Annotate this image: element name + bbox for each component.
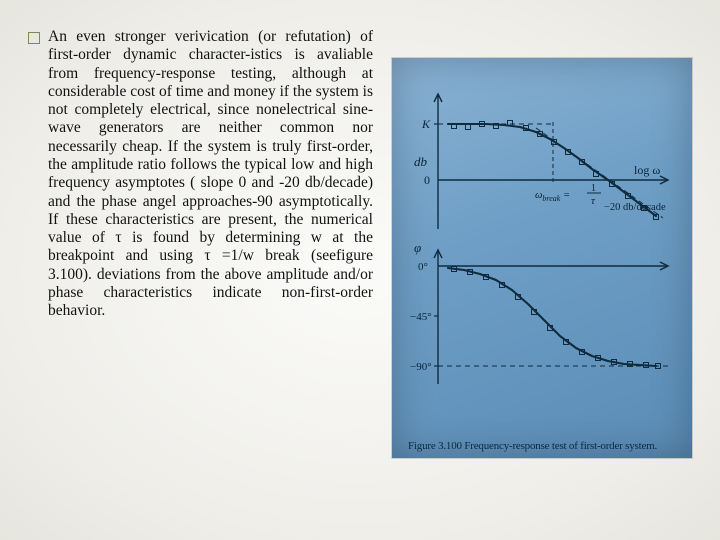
bullet-square-icon	[28, 32, 40, 44]
figure-canvas: db 0 Klog ω ωbreak = 1τ −20 db/decade φ 0° −45…	[408, 78, 678, 410]
svg-text:−45°: −45°	[410, 311, 432, 323]
magnitude-plot: db 0 Klog ω ωbreak = 1τ −20 db/decade	[414, 94, 668, 229]
phase-plot: φ 0° −45° −90°	[410, 240, 668, 384]
svg-text:db: db	[414, 154, 428, 169]
text-column: An even stronger verivication (or refuta…	[28, 28, 373, 321]
figure-column: db 0 Klog ω ωbreak = 1τ −20 db/decade φ 0° −45…	[392, 58, 692, 458]
figure-svg: db 0 Klog ω ωbreak = 1τ −20 db/decade φ 0° −45…	[408, 78, 678, 410]
svg-text:1: 1	[591, 183, 596, 194]
svg-text:−90°: −90°	[410, 361, 432, 373]
bullet-row: An even stronger verivication (or refuta…	[28, 28, 373, 321]
body-paragraph: An even stronger verivication (or refuta…	[48, 28, 373, 321]
svg-text:log ω: log ω	[634, 163, 660, 177]
svg-text:0: 0	[424, 173, 430, 187]
svg-text:τ: τ	[591, 195, 596, 207]
svg-text:−20 db/decade: −20 db/decade	[604, 202, 666, 213]
svg-text:ωbreak =: ωbreak =	[535, 190, 570, 203]
slide: An even stronger verivication (or refuta…	[0, 0, 720, 540]
svg-text:0°: 0°	[418, 261, 428, 273]
svg-text:K: K	[421, 117, 431, 131]
figure-frame: db 0 Klog ω ωbreak = 1τ −20 db/decade φ 0° −45…	[392, 58, 692, 458]
figure-caption: Figure 3.100 Frequency-response test of …	[408, 440, 657, 452]
svg-text:φ: φ	[414, 240, 421, 255]
